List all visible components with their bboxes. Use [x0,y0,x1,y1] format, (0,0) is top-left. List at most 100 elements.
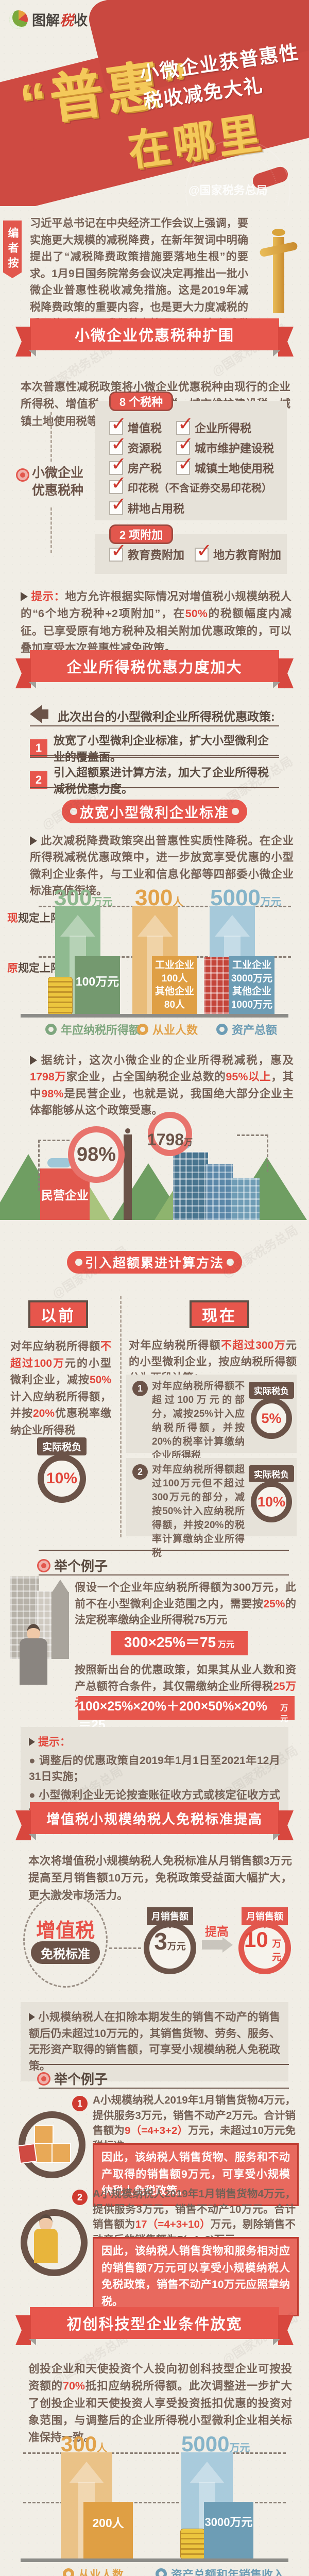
stat-circle-98: 98% [68,1126,125,1183]
checkbox-icon: ✓ [109,454,127,475]
worker-illustration [10,2199,88,2276]
after-box-1-text: 对年应纳税所得额不超过100万元的部分，减按25%计入应纳税所得额，并按20%的… [152,1381,245,1461]
formula-2: 100×25%×20%＋200×50%×20%＝25 万元 [78,1696,295,1732]
dashed-limit-line-old [23,2502,286,2503]
side-bullet-icon [18,470,28,480]
bar-staff-old: 工业企业 100人 其他企业 80人 [152,956,197,1014]
private-building-label: 民营企业 [41,1189,89,1202]
header-watermark: @国家税务总局 [188,184,268,197]
arrow-right-icon [30,1056,37,1065]
example-heading-1: 举个例子 [39,1556,108,1575]
cloud [47,1158,71,1167]
item-number: 2 [30,771,47,789]
raise-arrow-icon [202,1940,222,1950]
goods-illustration [4,2111,87,2178]
checkbox-icon: ✓ [176,454,194,475]
item-number: 1 [30,739,47,757]
legend-asset: 资产总额和年销售收入 [156,2566,284,2576]
coins-icon [180,2529,205,2560]
bar-asset-old: 工业企业 3000万元 其他企业 1000万元 [229,956,274,1014]
ex2-item-1: A小规模纳税人2019年1月销售货物4万元，提供服务3万元，销售不动产2万元。合… [93,2094,296,2152]
divider [39,1574,289,1575]
badge-8-taxes: 8 个税种 [109,392,173,411]
raise-label: 提高 [205,1925,229,1938]
after-box-1: 1 对年应纳税所得额不超过100万元的部分，减按25%计入应纳税所得额，并按20… [126,1375,297,1461]
arrow-right-icon [29,1738,35,1746]
ex2-item-2: A小规模纳税人2019年1月销售货物4万元，提供服务3万元，销售不动产10万元。… [93,2188,296,2246]
blue-building [173,1152,208,1220]
before-title: 以前 [28,1300,88,1328]
tax-burden-badge-1: 实际税负 5% [249,1382,294,1439]
checkbox-icon: ✓ [176,434,194,455]
pill-banner-1: 放宽小型微利企业标准 [62,800,247,823]
arrow-right-icon [21,592,28,601]
legend-ring-icon [137,1024,148,1035]
pill-banner-2: 引入超额累进计算方法 [67,1251,242,1274]
bar-asset-old: 3000万元 [204,2502,253,2558]
ribbon-section-1: 小微企业优惠税种扩围 [15,318,279,357]
divider [39,1550,289,1551]
vat-diagram: 增值税 免税标准 月销售额 3 万元 提高 月销售额 10 万元 [0,1890,309,1993]
tower-top [125,1128,130,1133]
stats-para: 据统计，这次小微企业的企业所得税减税，惠及1798万家企业，占全国纳税企业总数的… [30,1054,294,1116]
vat-sub-pill: 免税标准 [31,1941,100,1964]
example-number-2: 2 [72,2190,88,2205]
limit-value-staff: 300人 [61,2432,108,2456]
legend-staff: 从业人数 [137,1021,198,1038]
vat-after-circle: 月销售额 10 万元 [238,1907,291,1974]
dashed-connector [109,1947,141,1949]
badge-2-surcharges: 2 项附加 [109,524,173,544]
logo-accent: 税 [60,13,74,28]
s5-para: 创投企业和天使投资个人投向初创科技型企业可按投资额的70%抵扣应纳税所得额。此次… [28,2363,292,2444]
ex1-para-1: 假设一个企业年应纳税所得额为300万元，此前不在小型微利企业范围之内，需要按25… [75,1582,297,1626]
step-number: 2 [132,1464,148,1480]
pie-chart-icon [9,10,28,29]
checkbox-icon: ✓ [109,495,127,515]
divider [39,2088,289,2089]
s4-para: 本次将增值税小规模纳税人免税标准从月销售额3万元提高至月销售额10万元，免税政策… [28,1855,292,1902]
chart-baseline [21,2558,288,2562]
speaker-icon [30,705,50,723]
dashed-circle [23,1893,108,1988]
checkbox-icon: ✓ [109,414,127,435]
label-now-limit: 现规定上限 [7,912,61,924]
after-title: 现在 [190,1300,249,1328]
after-box-2-text: 对年应纳税所得额超过100万元但不超过300万元的部分，减按50%计入应纳税所得… [152,1464,245,1558]
checkbox-icon: ✓ [109,473,127,494]
editor-tab: 编者按 [3,221,22,278]
tax-burden-badge-before: 实际税负 10% [35,1437,89,1503]
businessman-body [20,1638,47,1685]
ribbon-section-3: 增值税小规模纳税人免税标准提高 [15,1802,279,1840]
tip-1: 提示：地方允许根据实际情况对增值税小规模纳税人的“6个地方税种+2项附加”，在5… [21,590,291,654]
legend-income: 年应纳税所得额 [45,1021,140,1038]
arrow-right-icon [30,836,37,845]
divider [30,725,279,726]
legend-ring-icon [156,2568,167,2576]
checkbox-icon: ✓ [109,434,127,455]
legend-ring-icon [63,2568,74,2576]
ribbon-section-2: 企业所得税优惠力度加大 [15,650,279,688]
person-icon [63,2505,81,2558]
step-number: 1 [132,1381,148,1396]
ribbon-section-4: 初创科技型企业条件放宽 [15,2307,279,2345]
coins-icon [48,977,73,1015]
tax-list-card [95,401,287,520]
dashed-line [50,412,52,462]
dashed-connector [38,1140,70,1191]
policy-item-1: 1 放宽了小型微利企业标准，扩大小型微利企业的覆盖面。 [30,732,279,765]
raise-arrow-head [222,1937,233,1953]
heading-bullet-icon [39,2073,49,2084]
arrow-right-icon [29,2013,35,2021]
tax-burden-badge-2: 实际税负 10% [249,1465,294,1522]
example-number-1: 1 [72,2096,88,2111]
dashed-limit-line-new [23,2452,286,2454]
s2-para: 此次减税降费政策突出普惠性实质性降税。在企业所得税减税优惠政策中，进一步放宽享受… [30,835,294,897]
ex2-result-1: 因此，该纳税人销售货物、服务和不动产取得的销售额9万元，可享受小规模纳税人免税政… [93,2143,299,2206]
divider [30,787,279,788]
chart-baseline [21,1014,288,1018]
city-illustration: 民营企业 98% 1798 万 [0,1108,309,1220]
logo: 图解税收 [9,9,88,29]
s2-lead: 此次出台的小型微利企业所得税优惠政策: [58,710,275,723]
heading-bullet-icon [39,1560,49,1571]
side-label: 小微企业 优惠税种 [32,466,84,498]
